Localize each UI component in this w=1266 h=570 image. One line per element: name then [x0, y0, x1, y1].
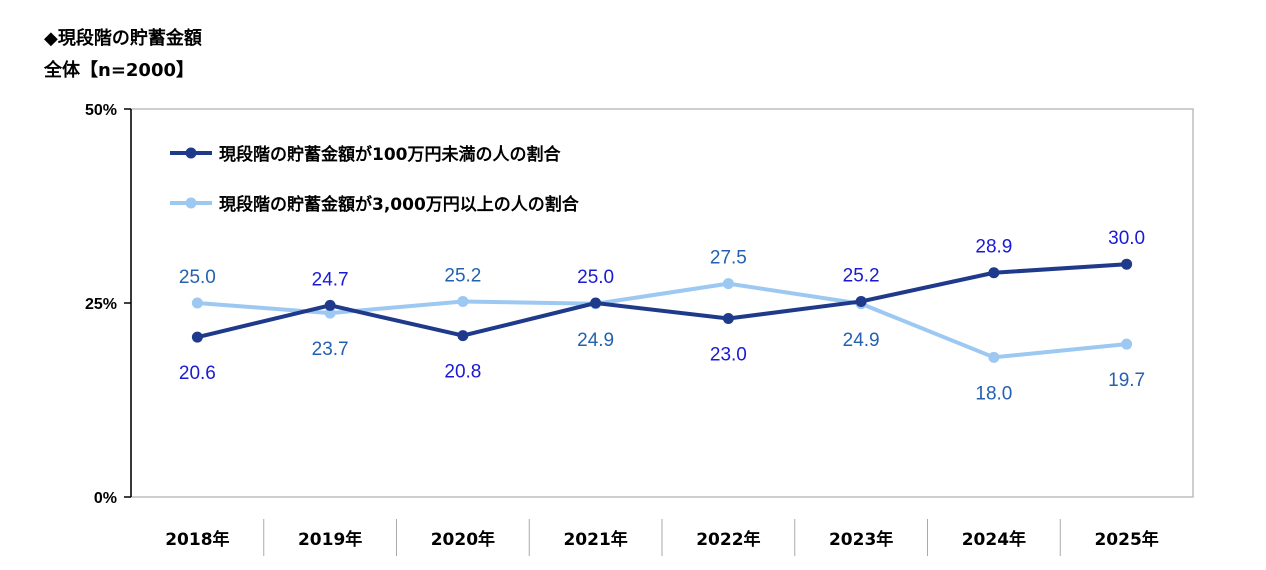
- x-tick-label: 2025年: [1094, 529, 1158, 550]
- x-axis-ticks: 2018年 2019年 2020年 2021年 2022年 2023年 2024年 2025年: [165, 519, 1159, 556]
- legend-marker-1: [185, 147, 197, 159]
- series-2-data-label: 18.0: [975, 383, 1012, 404]
- y-tick-label: 0%: [94, 490, 117, 507]
- series-2-point: [1121, 338, 1133, 350]
- series-1-data-label: 20.8: [444, 362, 481, 383]
- series-layer: [191, 258, 1133, 363]
- x-tick-label: 2023年: [829, 529, 893, 550]
- series-2-point: [988, 351, 1000, 363]
- series-2-data-label: 23.7: [312, 339, 349, 360]
- series-1-data-label: 25.2: [843, 265, 880, 286]
- y-tick-label: 25%: [85, 296, 117, 313]
- series-1-point: [324, 299, 336, 311]
- series-1-point: [988, 267, 1000, 279]
- series-2-data-label: 24.9: [843, 330, 880, 351]
- series-1-data-label: 25.0: [577, 267, 614, 288]
- series-1-point: [590, 297, 602, 309]
- x-tick-label: 2020年: [431, 529, 495, 550]
- series-1-point: [722, 313, 734, 325]
- legend-marker-2: [185, 197, 197, 209]
- series-1-data-label: 28.9: [975, 237, 1012, 258]
- legend-label-1: 現段階の貯蓄金額が100万円未満の人の割合: [219, 144, 561, 165]
- series-2-data-label: 25.0: [179, 267, 216, 288]
- series-2-data-label: 24.9: [577, 330, 614, 351]
- y-axis-ticks: 0% 25% 50%: [85, 102, 131, 507]
- series-1-point: [191, 331, 203, 343]
- legend-label-2: 現段階の貯蓄金額が3,000万円以上の人の割合: [219, 194, 580, 215]
- series-1-data-label: 23.0: [710, 345, 747, 366]
- y-tick-label: 50%: [85, 102, 117, 119]
- data-labels-layer: 20.6 25.0 24.7 23.7 20.8 25.2 25.0 24.9 23.0 27.5…: [179, 228, 1145, 404]
- series-1-point: [457, 330, 469, 342]
- x-tick-label: 2022年: [696, 529, 760, 550]
- series-2-point: [722, 278, 734, 290]
- x-tick-label: 2018年: [165, 529, 229, 550]
- chart-subtitle: 全体【n=2000】: [44, 60, 194, 81]
- series-1-data-label: 20.6: [179, 363, 216, 384]
- series-2-point: [191, 297, 203, 309]
- chart-title: ◆現段階の貯蓄金額: [44, 28, 202, 49]
- series-2-data-label: 19.7: [1108, 370, 1145, 391]
- legend: 現段階の貯蓄金額が100万円未満の人の割合現段階の貯蓄金額が3,000万円以上の…: [170, 144, 580, 215]
- series-1-data-label: 30.0: [1108, 228, 1145, 249]
- series-1-line: [196, 262, 1127, 340]
- series-2-data-label: 25.2: [444, 265, 481, 286]
- x-tick-label: 2021年: [563, 529, 627, 550]
- series-1-data-label: 24.7: [312, 269, 349, 290]
- series-2-point: [457, 295, 469, 307]
- x-tick-label: 2019年: [298, 529, 362, 550]
- plot-area-border: [130, 108, 1194, 498]
- series-2-data-label: 27.5: [710, 248, 747, 269]
- series-1-point: [1121, 258, 1133, 270]
- series-2-point: [324, 307, 336, 319]
- series-1-point: [855, 295, 867, 307]
- x-tick-label: 2024年: [962, 529, 1026, 550]
